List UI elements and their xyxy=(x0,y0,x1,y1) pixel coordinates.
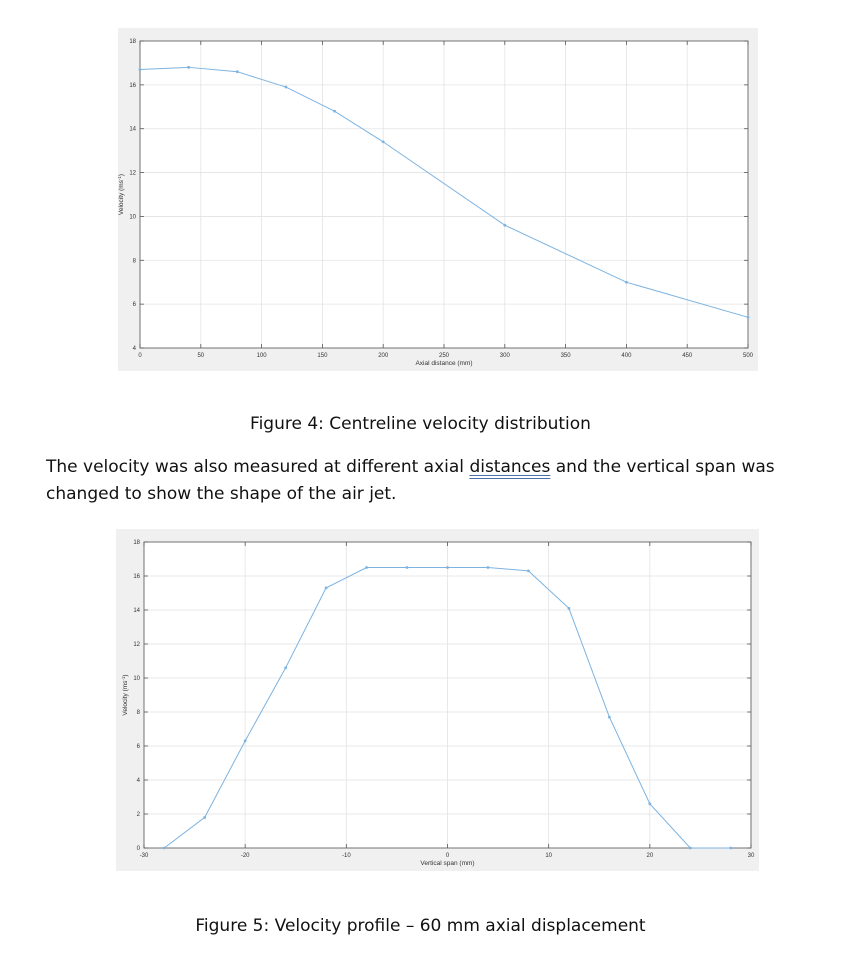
data-point xyxy=(187,65,191,69)
paragraph-underlined-word: distances xyxy=(469,457,551,477)
y-axis-label: Velocity (ms-1) xyxy=(121,674,130,715)
x-tick-label: -20 xyxy=(241,853,250,859)
x-tick-label: -10 xyxy=(342,853,351,859)
y-tick-label: 14 xyxy=(129,127,136,133)
data-point xyxy=(365,566,368,569)
x-tick-label: 50 xyxy=(197,353,204,359)
data-point xyxy=(138,68,142,71)
x-tick-label: 400 xyxy=(621,353,632,359)
data-point xyxy=(284,666,288,670)
data-point xyxy=(688,846,692,850)
paragraph-text-start: The velocity was also measured at differ… xyxy=(46,457,470,477)
y-tick-label: 0 xyxy=(137,846,141,852)
x-tick-label: 300 xyxy=(500,353,511,359)
x-tick-label: 20 xyxy=(646,853,653,859)
y-tick-label: 8 xyxy=(137,710,141,716)
figure-4-chart: 0 50 100 150 200 250 300 350 400 450 500 4 6 8 10 12 14 1… xyxy=(118,28,758,371)
y-tick-label: 4 xyxy=(133,346,137,352)
data-point xyxy=(486,566,490,569)
y-tick-label: 10 xyxy=(129,214,136,220)
y-tick-label: 12 xyxy=(129,171,136,177)
y-tick-label: 16 xyxy=(133,574,140,580)
x-tick-label: 30 xyxy=(748,853,755,859)
data-point xyxy=(729,846,733,850)
y-tick-label: 6 xyxy=(137,744,141,750)
x-tick-label: 10 xyxy=(545,853,552,859)
data-point xyxy=(607,715,611,719)
data-point xyxy=(648,802,652,806)
paragraph-text-end: and the vertical span was changed to sho… xyxy=(46,457,775,504)
y-tick-label: 14 xyxy=(133,608,140,614)
figure-5-chart: -30 -20 -10 0 10 20 30 0 2 4 6 8 10 12 14 16 18 Vertical … xyxy=(116,529,759,871)
body-paragraph: The velocity was also measured at differ… xyxy=(46,454,806,508)
y-tick-label: 10 xyxy=(133,676,140,682)
y-tick-label: 18 xyxy=(133,540,140,546)
y-tick-label: 12 xyxy=(133,642,140,648)
figure-4-caption: Figure 4: Centreline velocity distributi… xyxy=(250,414,591,434)
data-point xyxy=(405,566,409,569)
x-tick-label: 0 xyxy=(446,853,450,859)
x-tick-label: 250 xyxy=(439,353,450,359)
velocity-profile-plot: -30 -20 -10 0 10 20 30 0 2 4 6 8 10 12 14 16 18 Vertical … xyxy=(121,540,755,867)
x-tick-label: -30 xyxy=(140,853,149,859)
data-point xyxy=(446,566,449,569)
x-tick-label: 500 xyxy=(743,353,754,359)
x-tick-label: 350 xyxy=(561,353,572,359)
x-tick-label: 200 xyxy=(378,353,389,359)
y-tick-label: 2 xyxy=(137,812,141,818)
data-point xyxy=(746,315,750,319)
data-point xyxy=(527,569,530,573)
x-tick-label: 0 xyxy=(138,353,142,359)
data-point xyxy=(333,109,336,113)
y-tick-label: 6 xyxy=(133,302,137,308)
data-point xyxy=(243,739,247,743)
centreline-velocity-plot: 0 50 100 150 200 250 300 350 400 450 500 4 6 8 10 12 14 1… xyxy=(118,39,754,367)
x-axis-label: Axial distance (mm) xyxy=(415,360,472,367)
data-point xyxy=(625,280,628,284)
data-point xyxy=(235,70,239,74)
data-point xyxy=(284,85,288,89)
data-point xyxy=(567,606,571,610)
x-axis-label: Vertical span (mm) xyxy=(420,860,474,867)
y-tick-label: 4 xyxy=(137,778,141,784)
figure-5-caption: Figure 5: Velocity profile – 60 mm axial… xyxy=(195,916,646,936)
data-point xyxy=(324,586,328,590)
data-point xyxy=(503,223,507,227)
x-tick-label: 450 xyxy=(682,353,693,359)
x-tick-label: 100 xyxy=(257,353,268,359)
data-point xyxy=(381,140,385,144)
y-axis-label: Velocity (ms-1) xyxy=(118,174,125,215)
y-tick-label: 8 xyxy=(133,258,137,264)
y-tick-label: 18 xyxy=(129,39,136,45)
y-tick-label: 16 xyxy=(129,83,136,89)
data-point xyxy=(162,846,166,850)
x-tick-label: 150 xyxy=(317,353,328,359)
data-point xyxy=(203,816,207,819)
